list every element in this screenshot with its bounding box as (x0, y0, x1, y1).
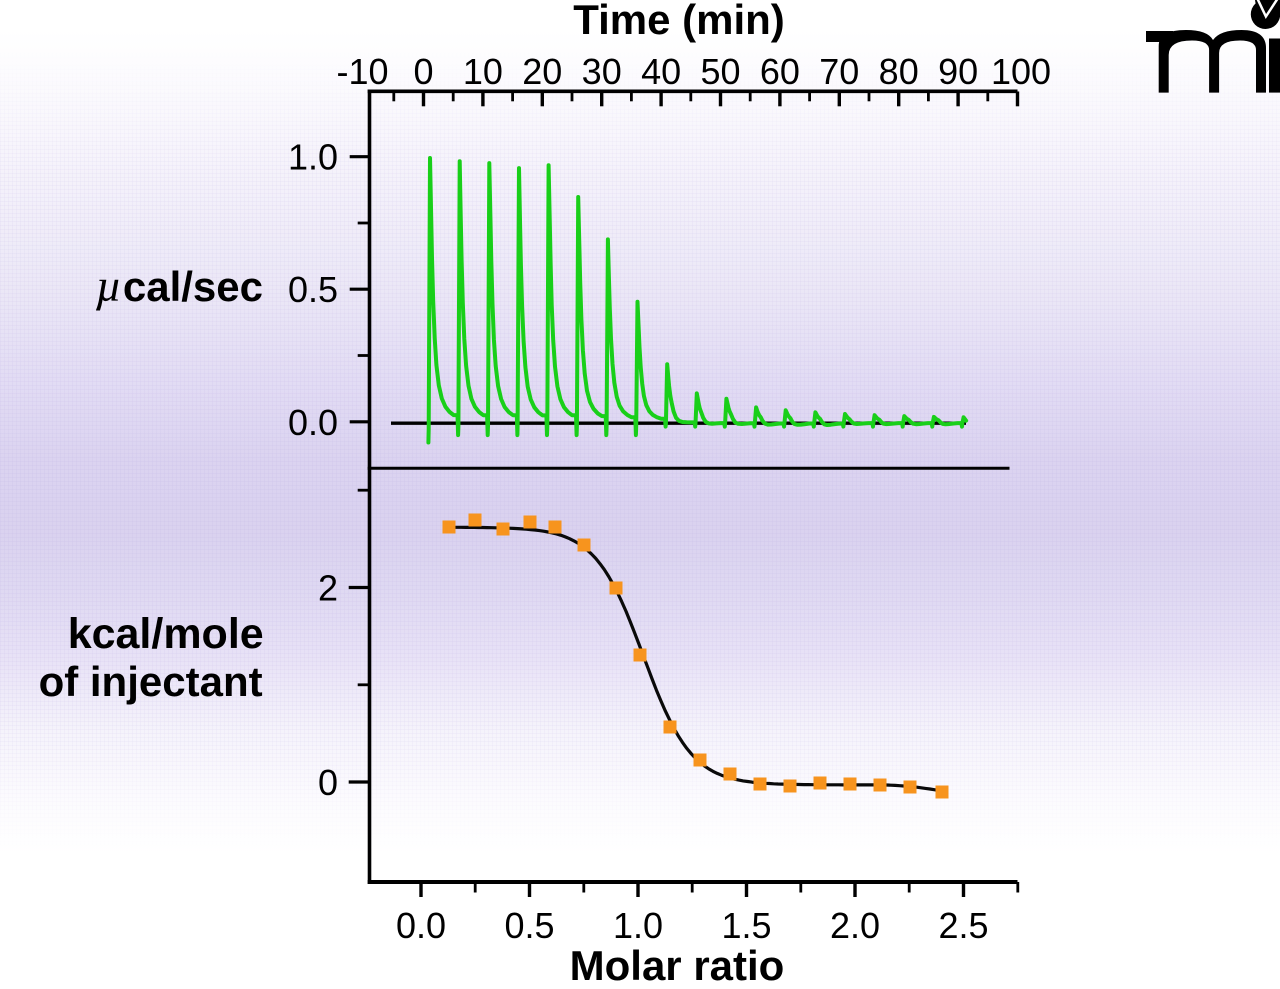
svg-text:40: 40 (641, 51, 681, 92)
svg-text:-10: -10 (336, 51, 388, 92)
svg-text:Time (min): Time (min) (573, 0, 785, 43)
svg-text:of injectant: of injectant (39, 658, 263, 705)
svg-text:1.0: 1.0 (288, 137, 338, 178)
svg-text:90: 90 (938, 51, 978, 92)
svg-text:10: 10 (463, 51, 503, 92)
svg-text:µcal/sec: µcal/sec (95, 260, 263, 311)
svg-text:20: 20 (522, 51, 562, 92)
svg-text:kcal/mole: kcal/mole (68, 610, 264, 658)
svg-text:0.0: 0.0 (396, 905, 446, 946)
svg-text:1.5: 1.5 (721, 905, 771, 946)
svg-text:2.5: 2.5 (938, 905, 988, 946)
svg-text:0.5: 0.5 (288, 269, 338, 310)
svg-text:0: 0 (318, 762, 338, 803)
svg-text:0: 0 (413, 51, 433, 92)
svg-text:Molar ratio: Molar ratio (570, 942, 785, 989)
svg-text:0.0: 0.0 (288, 402, 338, 443)
svg-text:2: 2 (318, 568, 338, 609)
svg-text:50: 50 (700, 51, 740, 92)
svg-text:70: 70 (819, 51, 859, 92)
svg-text:60: 60 (760, 51, 800, 92)
svg-text:80: 80 (879, 51, 919, 92)
svg-text:100: 100 (991, 51, 1051, 92)
svg-text:30: 30 (582, 51, 622, 92)
svg-text:1.0: 1.0 (613, 905, 663, 946)
svg-text:0.5: 0.5 (504, 905, 554, 946)
svg-text:2.0: 2.0 (830, 905, 880, 946)
